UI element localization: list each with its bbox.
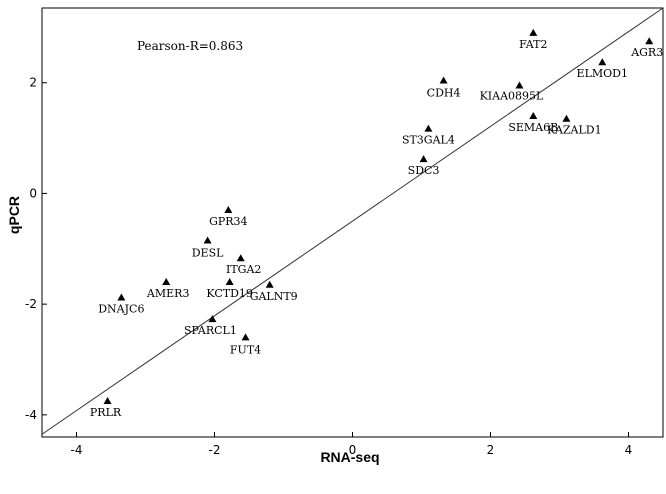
x-tick-label: 2: [487, 443, 495, 457]
data-point-marker: [103, 397, 112, 405]
data-point-marker: [225, 278, 234, 286]
data-point-label: ITGA2: [226, 263, 261, 276]
data-point-marker: [515, 81, 524, 89]
data-point-marker: [529, 28, 538, 36]
x-tick-label: -4: [71, 443, 83, 457]
fit-line-layer: [41, 7, 664, 435]
y-tick-label: 2: [29, 76, 37, 90]
y-tick-label: -2: [25, 297, 37, 311]
data-point-marker: [529, 111, 538, 119]
data-point-marker: [236, 254, 245, 262]
data-point-label: GALNT9: [250, 290, 298, 303]
data-point-label: ST3GAL4: [402, 134, 455, 147]
data-point-marker: [117, 293, 126, 301]
data-point-marker: [224, 206, 233, 214]
pearson-annotation: Pearson-R=0.863: [137, 39, 243, 53]
data-point-label: PRLR: [90, 406, 122, 419]
data-point-label: SPARCL1: [184, 324, 237, 337]
data-point-label: KAZALD1: [547, 124, 601, 137]
y-tick-label: -4: [25, 408, 37, 422]
data-point-marker: [439, 76, 448, 84]
data-point-marker: [208, 315, 217, 323]
x-tick-label: 4: [625, 443, 633, 457]
data-point-marker: [419, 155, 428, 163]
data-point-label: AMER3: [146, 287, 190, 300]
data-point-marker: [203, 236, 212, 244]
data-point-marker: [645, 37, 654, 45]
data-point-label: GPR34: [209, 215, 247, 228]
data-point-marker: [241, 333, 250, 341]
data-point-label: SDC3: [408, 164, 440, 177]
data-point-marker: [424, 124, 433, 132]
y-tick-label: 0: [29, 186, 37, 200]
data-point-label: CDH4: [427, 87, 461, 100]
data-point-label: AGR3: [630, 46, 663, 59]
regression-line: [41, 7, 664, 435]
x-axis-title: RNA-seq: [320, 449, 379, 465]
x-tick-label: -2: [209, 443, 221, 457]
data-point-label: FAT2: [519, 38, 547, 51]
data-point-marker: [562, 114, 571, 122]
data-point-marker: [162, 278, 171, 286]
data-point-marker: [598, 58, 607, 66]
y-axis-title: qPCR: [6, 196, 22, 234]
ticks-layer: -4 -2 0 2 4 -4 -2 0 2: [25, 76, 632, 457]
data-point-label: ELMOD1: [577, 67, 628, 80]
data-point-label: SEMA6B: [508, 121, 558, 134]
data-point-label: DNAJC6: [98, 303, 144, 316]
data-point-label: DESL: [192, 246, 224, 259]
data-point-label: FUT4: [230, 343, 261, 356]
x-tick-label: 0: [349, 443, 357, 457]
data-point-label: KIAA0895L: [480, 89, 544, 102]
data-point-marker: [265, 280, 274, 288]
data-point-label: KCTD19: [206, 287, 253, 300]
